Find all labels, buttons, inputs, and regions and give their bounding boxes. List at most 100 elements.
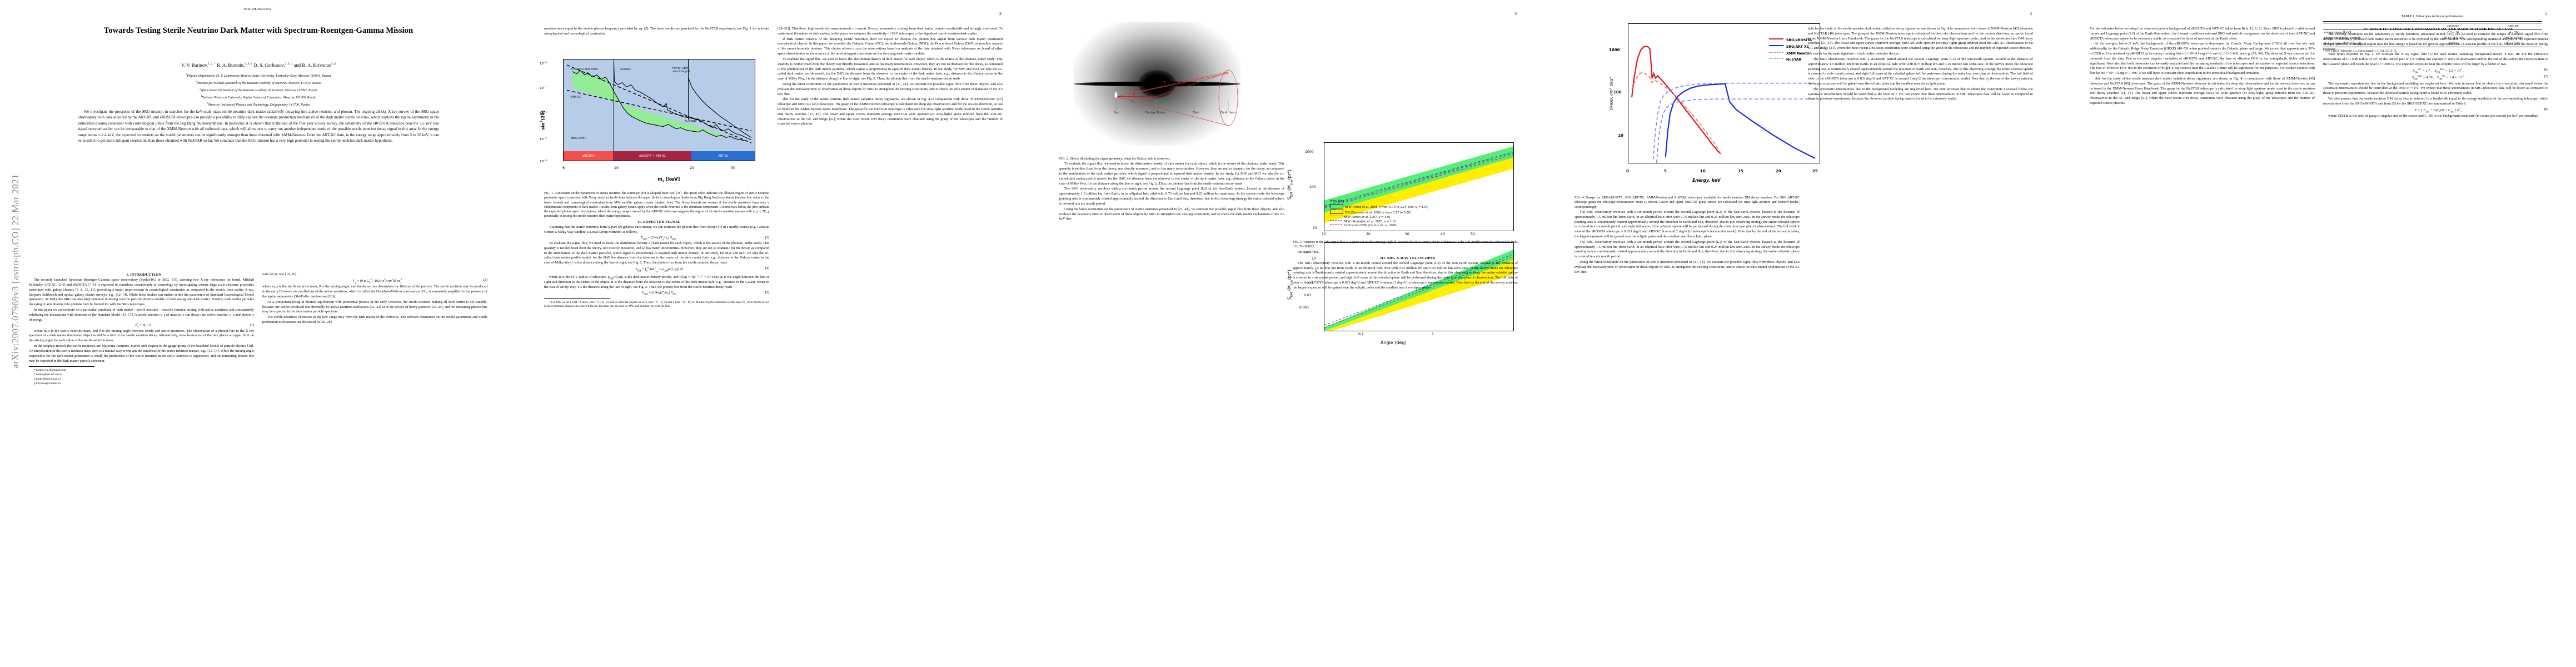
fig3-legend-item: Contracted NFW (Cautun et. al, 2020): [1344, 224, 1398, 228]
fig4-xtick: 0: [1626, 169, 1629, 173]
fig3-top-xtick: 20: [1366, 232, 1371, 236]
fig4-legend-row: NuSTAR: [1768, 57, 1812, 63]
fig2-geometry-overlay: [1114, 69, 1238, 126]
fig3-dash-nfw-abazajian: [1330, 220, 1342, 221]
page4-column-left: FIG. 4. Grasps for SRG/eROSITA, SRG/ART-…: [1575, 196, 1800, 646]
fig4-ytick: 1000: [1609, 48, 1620, 52]
footnote-rule: [29, 366, 94, 367]
fig3-top-ytick: 100: [1309, 185, 1316, 189]
fig1-xtick: 30: [730, 166, 736, 170]
fig3-legend-title: Milky Way: [1330, 200, 1344, 203]
table-cell: energy range [keV]: [2324, 30, 2351, 34]
table-header-cell: [2323, 23, 2422, 29]
paragraph: In this paper we concentrate on a partic…: [29, 308, 254, 322]
fig4-line-artxc: [1768, 44, 1783, 46]
fig1-coverage-erosita-artxc: eROSITA + ART-XC: [613, 151, 692, 161]
equation-8: F = [ FDM + G(E)/Ω + CBG ] σ2 , (8): [2414, 107, 2548, 113]
fig4-curves: [1631, 46, 1816, 163]
fig1-ytick: 10-12: [540, 111, 547, 116]
page1-column-left: I. INTRODUCTION The recently launched Sp…: [29, 272, 254, 650]
paragraph: able for the study of the sterile neutri…: [1808, 27, 2033, 51]
fig3-top-xtick: 40: [1441, 232, 1445, 236]
arxiv-stamp: arXiv:2007.07969v3 [astro-ph.CO] 22 Mar …: [10, 174, 21, 369]
fig4-line-xmm: [1768, 52, 1783, 53]
page5-column-left: For the estimates below we adopt the obs…: [2090, 27, 2315, 644]
figure-1: sin2(2ϑ) 10-10 10-11 10-12 10-13 10-14: [532, 56, 756, 185]
paragraph: The systematic uncertainties due to the …: [2323, 81, 2548, 96]
section-heading-results: IV. RESULTS: EXPECTED CONSTRAINTS ON THE…: [2363, 27, 2513, 31]
fig4-legend-row: XMM Newton: [1768, 51, 1812, 57]
fig4-xtick: 10: [1700, 169, 1706, 173]
figure-3: Milky Way NFW (Perez et al. 2016, γ from…: [1287, 139, 1516, 345]
fig3-top-y-label: SDM (Msun/pc2): [1287, 169, 1294, 200]
table-cell: 0.833: [2449, 42, 2457, 46]
fig3-dash-contracted-nfw: [1330, 224, 1342, 225]
fig1-label-suzaku: Suzaku: [620, 68, 631, 71]
affiliation-5: 5Moscow Institute of Physics and Technol…: [207, 102, 310, 107]
paragraph: Using the latest constraints on the para…: [778, 82, 1003, 96]
paragraph: [29–31]). Therefore, high-sensitivity me…: [778, 27, 1003, 36]
table-row: energy range [keV] 0.2 – 10 4 – 30: [2323, 29, 2542, 36]
fig3-legend-item: EIN (Diemand et al. 2008, α from 0.17 to…: [1345, 211, 1411, 215]
table-cell: energy resolution, FWHM: [2324, 36, 2361, 40]
section-heading-srg-telescopes: III. SRG X-RAY TELESCOPES: [1380, 256, 1436, 260]
fig1-xtick: 20: [689, 166, 695, 170]
fig3-bottom-ytick: 0.01: [1304, 293, 1312, 297]
fig4-xtick: 20: [1776, 169, 1781, 173]
paragraph: As a component being in thermal equilibr…: [262, 300, 487, 314]
fig1-ytick: 10-13: [540, 137, 547, 141]
fig3-legend-item: NFW (Perez et al. 2016, γ from 0.70 to 1…: [1345, 205, 1428, 209]
fig4-legend-row: SRG/eROSITA: [1768, 37, 1812, 44]
fig1-coverage-artxc: ART-XC: [691, 151, 755, 161]
paragraph: For the estimates below we adopt the obs…: [2090, 27, 2315, 41]
paragraph: To evaluate the signal flux, we need to …: [778, 57, 1003, 81]
table-cell: 0.3 – 2.0 ᵃ: [2506, 42, 2520, 46]
paragraph: Using the latest constraints on the para…: [1059, 207, 1284, 221]
footnote-2: † rodion@hea.iki.rssi.ru: [34, 373, 62, 377]
paragraph: The existing constraints on the paramete…: [2323, 32, 2548, 51]
abstract: We investigate the prospects of the SRG …: [78, 109, 439, 144]
fig1-xtick: 6: [562, 166, 565, 170]
page-number: 2: [999, 11, 1001, 16]
fig3-bottom-xtick: 0.1: [1358, 332, 1364, 336]
fig3-top-curves: [1324, 146, 1513, 223]
paragraph: able for the study of the sterile neutri…: [2090, 77, 2315, 105]
equation-3: FDM = (1/4π)(Γγ/ms) SDM . (3): [641, 235, 769, 241]
fig4-legend-label: XMM Newton: [1786, 51, 1812, 56]
paragraph: If dark matter consists of the decaying …: [778, 37, 1003, 56]
paragraph: where ψ is the FOV radius of telescope, …: [544, 274, 769, 290]
fig1-label-mw-sc: MW SC: [571, 96, 582, 99]
footnote-rule: [544, 298, 610, 300]
paragraph: At the energies below 2 keV, the backgro…: [2090, 42, 2315, 76]
table-1-grid: eROSITA ART-XC energy range [keV] 0.2 – …: [2323, 21, 2542, 47]
fig3-x-axis-label: Angle (deg): [1381, 340, 1407, 345]
fig4-legend-row: SRG/ART XC: [1768, 44, 1812, 51]
page-title: Towards Testing Sterile Neutrino Dark Ma…: [103, 26, 413, 35]
paragraph: able for the study of the sterile neutri…: [778, 97, 1003, 126]
equation-7: SDMDdG = 4.39 , SDMsky = 1.4 × 10−3 (7): [2411, 74, 2548, 81]
paragraph: Assuming that the sterile neutrinos form…: [544, 225, 769, 234]
table-cell: 0.2 – 10: [2447, 30, 2459, 34]
fig1-label-chandra-xmm: Chandra and XMM: [571, 68, 598, 71]
paragraph: where m_s is the sterile neutrino mass, …: [262, 285, 487, 298]
table-row: energy resolution, FWHM 138 eV at 6 keV …: [2323, 35, 2542, 41]
abstract-text: We investigate the prospects of the SRG …: [78, 109, 439, 143]
page3-column-right: FIG. 3. Variance in the DM signal flux a…: [1293, 240, 1518, 646]
fig4-line-erosita: [1768, 38, 1783, 39]
fig1-label-fermi-integral: Fermi-GBM and Integral: [672, 67, 690, 73]
table-cell: field of view (FOV) [deg²]: [2324, 42, 2361, 46]
paragraph: To evaluate the signal flux, we need to …: [1059, 162, 1284, 186]
table-rule: [2323, 21, 2542, 23]
paragraph: the signal flux.: [1298, 250, 1319, 254]
fig4-line-nustar: [1768, 58, 1783, 59]
fig1-ytick: 10-11: [540, 86, 547, 90]
fig1-x-axis-label: ms [keV]: [657, 176, 680, 183]
page1-column-right: with decay rate [15, 16] Γγ = (9 α GF2 /…: [262, 272, 487, 650]
table-cell: 10% at 14 keV: [2503, 36, 2524, 40]
fig2-label-central-bulge: Central Bulge: [1145, 111, 1165, 115]
fig4-xtick: 25: [1812, 169, 1818, 173]
page2-column-left-lower: FIG. 1. Constraints on the parameters of…: [544, 191, 769, 647]
fig4-ytick: 100: [1613, 90, 1622, 94]
fig4-x-axis-label: Energy, keV: [1692, 178, 1721, 183]
